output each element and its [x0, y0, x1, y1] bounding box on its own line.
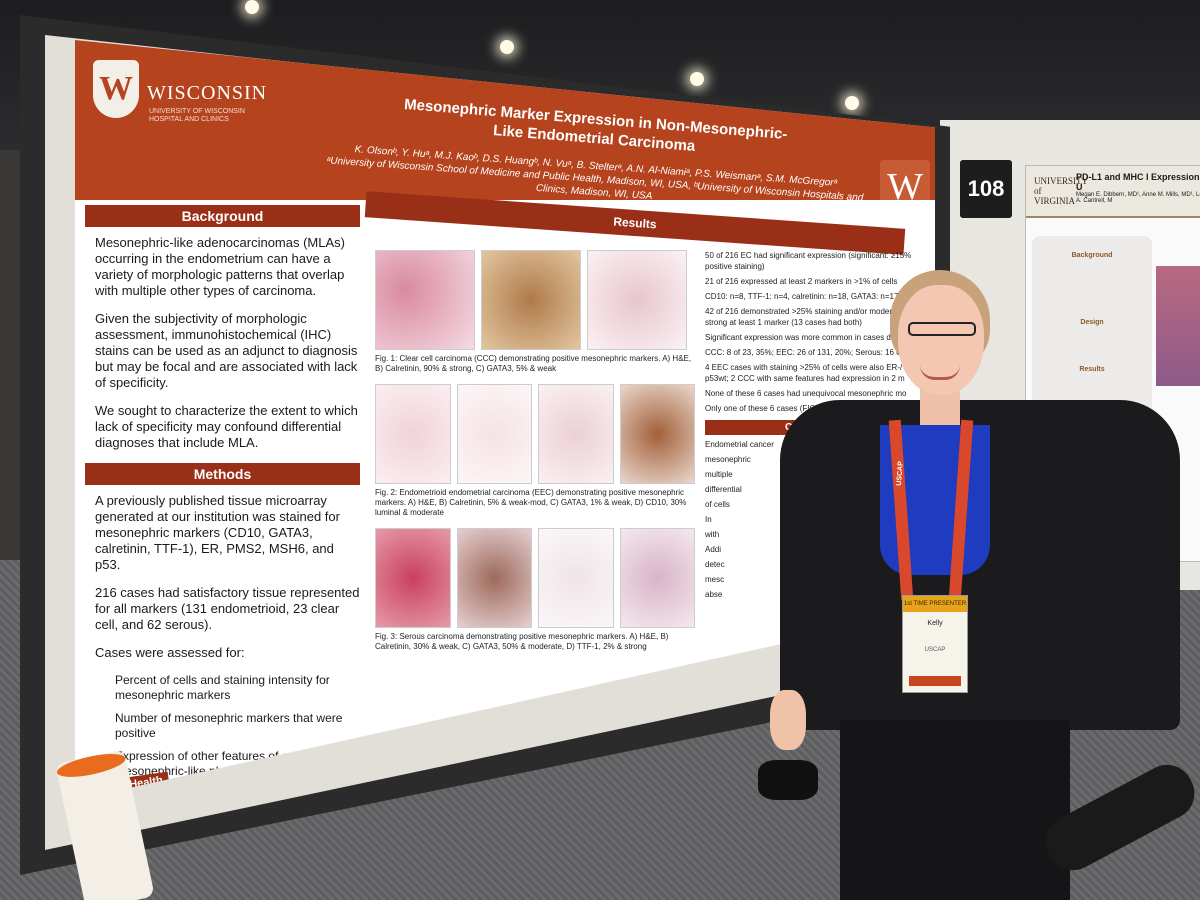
methods-bullet: A previously published tissue microarray…	[95, 493, 340, 572]
wisconsin-crest-icon: W	[880, 160, 930, 200]
result-point: Only one of these 6 cases (FIGO stage II…	[705, 404, 888, 413]
figure-2-caption: Fig. 2: Endometrioid endometrial carcino…	[375, 488, 687, 517]
ceiling-light	[845, 96, 859, 110]
adjacent-title-text: PD-L1 and MHC I Expression in U	[1076, 172, 1200, 192]
figure-3-caption: Fig. 3: Serous carcinoma demonstrating p…	[375, 632, 669, 651]
result-point: 4 EEC cases with staining >25% of cells …	[705, 363, 905, 383]
badge-ribbon: 1st TIME PRESENTER	[903, 596, 967, 612]
figure-2-images	[375, 384, 695, 484]
adjacent-poster-title: PD-L1 and MHC I Expression in U Megan E.…	[1076, 172, 1200, 204]
micrograph-image	[619, 384, 695, 484]
badge-name: Kelly	[927, 620, 943, 627]
hand	[770, 690, 806, 750]
conclusion-fragment: with	[705, 530, 720, 539]
result-point: 50 of 216 EC had significant expression …	[705, 251, 912, 271]
logo-name: WISCONSIN	[147, 82, 268, 104]
name-badge: 1st TIME PRESENTER Kelly USCAP	[902, 595, 968, 693]
ceiling-light	[500, 40, 514, 54]
conclusion-fragment: differential	[705, 485, 742, 494]
micrograph-image	[375, 250, 475, 350]
result-point: CCC: 8 of 23, 35%; EEC: 26 of 131, 20%; …	[705, 348, 903, 357]
wisconsin-logo-icon: W	[93, 60, 139, 118]
results-heading: Results	[364, 191, 906, 255]
conclusion-fragment: mesonephric	[705, 455, 751, 464]
figure-1-images	[375, 250, 695, 350]
conclusion-fragment: abse	[705, 590, 723, 599]
ceiling-light	[245, 0, 259, 14]
conclusion-fragment: multiple	[705, 470, 733, 479]
result-point: Significant expression was more common i…	[705, 333, 924, 342]
micrograph-image	[375, 384, 451, 484]
methods-bullet: 216 cases had satisfactory tissue repres…	[95, 585, 360, 632]
methods-sub-bullet: Number of mesonephric markers that were …	[115, 711, 343, 740]
micrograph-image	[456, 384, 532, 484]
conclusion-fragment: In	[705, 515, 712, 524]
badge-stripe	[909, 676, 961, 686]
adjacent-section-heading: Results	[1079, 366, 1105, 373]
background-bullet: Mesonephric-like adenocarcinomas (MLAs) …	[95, 235, 345, 298]
ceiling-light	[690, 72, 704, 86]
result-point: 42 of 216 demonstrated >25% staining and…	[705, 307, 906, 327]
left-column: Background Mesonephric-like adenocarcino…	[85, 205, 360, 800]
black-pants	[840, 720, 1070, 900]
figure-1-caption: Fig. 1: Clear cell carcinoma (CCC) demon…	[375, 354, 692, 373]
background-bullet: We sought to characterize the extent to …	[95, 403, 358, 450]
background-bullet: Given the subjectivity of morphologic as…	[95, 311, 358, 390]
adjacent-section-heading: Design	[1080, 319, 1104, 326]
result-point: CD10: n=8, TTF-1: n=4, calretinin: n=18,…	[705, 292, 899, 301]
micrograph-image	[481, 250, 581, 350]
micrograph-image	[375, 528, 451, 628]
micrograph-image	[587, 250, 687, 350]
micrograph-image	[456, 528, 532, 628]
smile	[920, 365, 960, 380]
logo-subtitle: UNIVERSITY OF WISCONSIN HOSPITAL AND CLI…	[149, 108, 245, 123]
glasses-icon	[908, 322, 976, 336]
conclusion-fragment: of cells	[705, 500, 730, 509]
presenter-person: USCAP 1st TIME PRESENTER Kelly USCAP	[758, 270, 1190, 900]
result-point: None of these 6 cases had unequivocal me…	[705, 389, 907, 398]
uva-logo: UNIVERSITY of VIRGINIA	[1034, 176, 1088, 206]
conclusion-fragment: detec	[705, 560, 725, 569]
adjacent-poster-header: UNIVERSITY of VIRGINIA PD-L1 and MHC I E…	[1026, 166, 1200, 218]
figures-column: Fig. 1: Clear cell carcinoma (CCC) demon…	[375, 250, 695, 662]
background-heading: Background	[85, 205, 360, 227]
figure-3-images	[375, 528, 695, 628]
micrograph-image	[538, 384, 614, 484]
result-point: 21 of 216 expressed at least 2 markers i…	[705, 277, 898, 286]
conclusion-fragment: mesc	[705, 575, 725, 584]
adjacent-micrograph	[1156, 266, 1200, 386]
methods-heading: Methods	[85, 463, 360, 485]
methods-sub-bullet: Percent of cells and staining intensity …	[115, 673, 330, 702]
micrograph-image	[538, 528, 614, 628]
methods-bullet: Cases were assessed for:	[95, 645, 245, 660]
conclusion-fragment: Addi	[705, 545, 722, 554]
adjacent-section-heading: Background	[1071, 252, 1113, 259]
badge-org: USCAP	[924, 647, 946, 653]
booth-number: 108	[960, 160, 1012, 218]
adjacent-authors: Megan E. Dibbern, MD¹, Anne M. Mills, MD…	[1076, 192, 1200, 204]
micrograph-image	[619, 528, 695, 628]
conclusion-fragment: Endometrial cancer	[705, 440, 774, 449]
face-mask-icon	[758, 760, 818, 800]
